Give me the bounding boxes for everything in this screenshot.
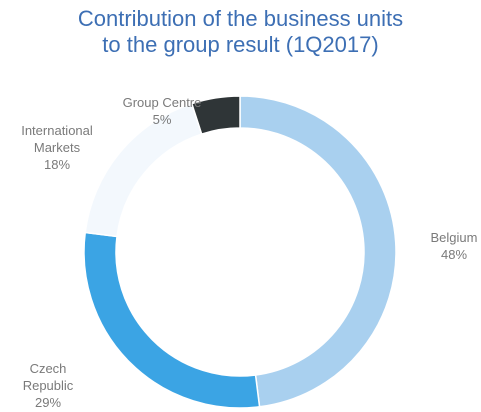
segment-value: 18% xyxy=(43,157,71,172)
chart-title: to the group result (1Q2017) xyxy=(102,32,379,57)
segment-value: 5% xyxy=(152,112,172,127)
donut-segment xyxy=(190,95,241,136)
segment-value: 29% xyxy=(34,395,62,410)
segment-label: Belgium xyxy=(430,230,478,245)
donut-segment xyxy=(239,95,397,408)
segment-value: 48% xyxy=(440,247,468,262)
segment-label: International Markets xyxy=(21,123,93,155)
segment-label: Czech Republic xyxy=(22,361,74,393)
segment-label: Group Centre xyxy=(122,95,202,110)
chart-title: Contribution of the business units xyxy=(77,6,404,31)
donut-segment xyxy=(83,231,261,409)
